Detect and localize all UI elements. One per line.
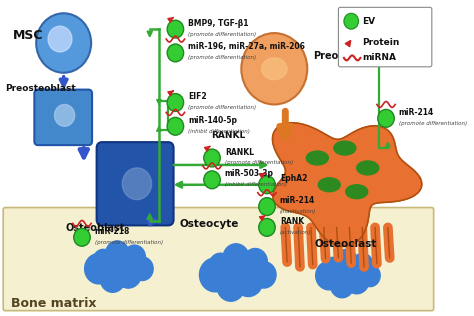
FancyBboxPatch shape bbox=[3, 208, 434, 311]
Circle shape bbox=[74, 228, 90, 246]
Ellipse shape bbox=[318, 178, 340, 192]
Circle shape bbox=[48, 26, 72, 52]
Ellipse shape bbox=[334, 141, 356, 155]
Text: Osteoclast: Osteoclast bbox=[315, 239, 377, 249]
Circle shape bbox=[36, 13, 91, 73]
Circle shape bbox=[241, 33, 307, 105]
Circle shape bbox=[204, 149, 220, 167]
Circle shape bbox=[252, 262, 276, 288]
Circle shape bbox=[115, 259, 141, 288]
Circle shape bbox=[167, 94, 183, 112]
Ellipse shape bbox=[306, 151, 328, 165]
Text: Osteocyte: Osteocyte bbox=[180, 219, 239, 229]
Circle shape bbox=[106, 241, 129, 266]
Circle shape bbox=[259, 198, 275, 216]
Circle shape bbox=[378, 109, 394, 127]
Text: miR-140-5p: miR-140-5p bbox=[188, 116, 237, 125]
Circle shape bbox=[344, 13, 358, 29]
Text: Preosteoblast: Preosteoblast bbox=[5, 84, 76, 93]
Text: Bone matrix: Bone matrix bbox=[10, 297, 96, 310]
Ellipse shape bbox=[346, 185, 368, 199]
Text: miR-214: miR-214 bbox=[399, 108, 434, 117]
Text: EphA2: EphA2 bbox=[280, 174, 307, 183]
FancyBboxPatch shape bbox=[97, 142, 173, 225]
Text: Osteoblast: Osteoblast bbox=[65, 223, 125, 233]
Circle shape bbox=[259, 218, 275, 236]
Text: (promote differentiation): (promote differentiation) bbox=[225, 161, 293, 166]
Circle shape bbox=[167, 44, 183, 62]
Circle shape bbox=[352, 253, 373, 276]
Text: RANK: RANK bbox=[280, 217, 304, 226]
Circle shape bbox=[131, 257, 153, 281]
Circle shape bbox=[233, 264, 263, 296]
Text: (inhibit differentiation): (inhibit differentiation) bbox=[188, 129, 250, 134]
Text: (promote differentiation): (promote differentiation) bbox=[188, 105, 256, 110]
Circle shape bbox=[344, 267, 369, 294]
Text: miR-196, miR-27a, miR-206: miR-196, miR-27a, miR-206 bbox=[188, 42, 305, 52]
Circle shape bbox=[85, 253, 113, 284]
Text: Preosteoclast: Preosteoclast bbox=[313, 51, 388, 61]
Ellipse shape bbox=[262, 58, 287, 80]
Circle shape bbox=[336, 249, 357, 273]
Text: miRNA: miRNA bbox=[362, 53, 396, 62]
Text: MSC: MSC bbox=[12, 29, 43, 42]
Circle shape bbox=[204, 171, 220, 189]
Text: (inhibit differentiation): (inhibit differentiation) bbox=[225, 182, 287, 187]
Circle shape bbox=[124, 245, 146, 269]
Text: (promote differentiation): (promote differentiation) bbox=[188, 55, 256, 60]
Circle shape bbox=[167, 20, 183, 38]
FancyBboxPatch shape bbox=[338, 7, 432, 67]
Polygon shape bbox=[273, 123, 422, 246]
Circle shape bbox=[316, 261, 342, 290]
Text: EIF2: EIF2 bbox=[188, 92, 207, 101]
Circle shape bbox=[93, 249, 113, 271]
Circle shape bbox=[217, 271, 245, 301]
Circle shape bbox=[259, 176, 275, 194]
Circle shape bbox=[330, 272, 354, 298]
Circle shape bbox=[200, 258, 231, 292]
Text: RANKL: RANKL bbox=[211, 131, 246, 140]
Circle shape bbox=[324, 257, 343, 278]
Circle shape bbox=[360, 264, 380, 287]
Text: (inactivation): (inactivation) bbox=[280, 209, 316, 214]
FancyBboxPatch shape bbox=[34, 90, 92, 145]
Text: (promote differentiation): (promote differentiation) bbox=[188, 32, 256, 37]
Text: miR-503-3p: miR-503-3p bbox=[225, 169, 274, 178]
Text: Protein: Protein bbox=[362, 38, 400, 46]
Text: miR-218: miR-218 bbox=[95, 227, 130, 236]
Text: BMP9, TGF-β1: BMP9, TGF-β1 bbox=[188, 19, 249, 28]
Text: EV: EV bbox=[362, 17, 375, 26]
Ellipse shape bbox=[357, 161, 379, 175]
Text: (promote differentiation): (promote differentiation) bbox=[95, 240, 163, 245]
Circle shape bbox=[223, 244, 249, 272]
Text: miR-214: miR-214 bbox=[280, 196, 315, 205]
Circle shape bbox=[100, 265, 125, 292]
Circle shape bbox=[122, 168, 152, 200]
Circle shape bbox=[167, 117, 183, 135]
Circle shape bbox=[243, 248, 267, 275]
Text: (activation): (activation) bbox=[280, 230, 311, 235]
Text: RANKL: RANKL bbox=[225, 148, 254, 156]
Circle shape bbox=[55, 105, 74, 126]
Circle shape bbox=[209, 253, 232, 278]
Text: (promote differentiation): (promote differentiation) bbox=[399, 121, 467, 126]
